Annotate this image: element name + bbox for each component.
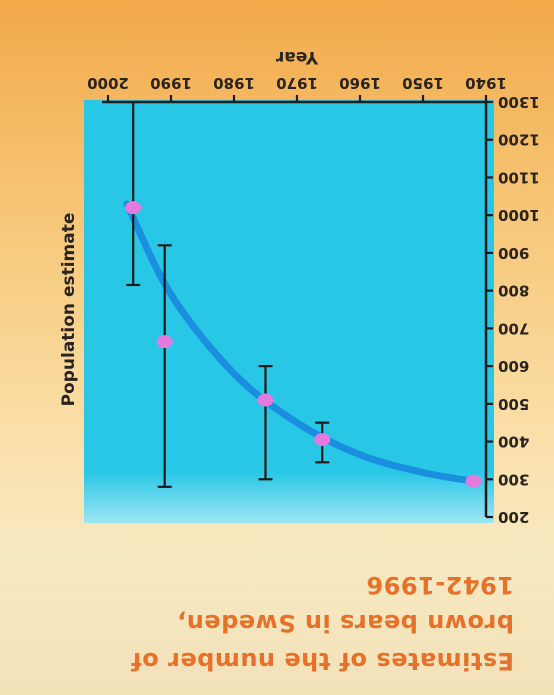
y-tick-label: 700 (498, 319, 529, 337)
x-tick-labels: 1940 1950 1960 1970 1980 1990 2000 (87, 74, 507, 92)
y-tick-labels: 200 300 400 500 600 700 800 900 1000 1100 1200 1300 (498, 93, 540, 526)
y-tick-label: 400 (498, 433, 529, 451)
y-tick-label: 1300 (498, 93, 540, 111)
y-tick-label: 200 (498, 508, 529, 526)
axes (102, 95, 493, 519)
x-tick-label: 1990 (150, 74, 192, 92)
data-point (465, 474, 482, 488)
x-tick-label: 2000 (87, 74, 129, 92)
fitted-curve (123, 200, 477, 485)
y-tick-label: 600 (498, 357, 529, 375)
y-tick-label: 1100 (498, 168, 540, 186)
fitted-curve-line (123, 200, 477, 485)
data-point (156, 335, 173, 349)
y-tick-label: 500 (498, 395, 529, 413)
data-point (257, 393, 274, 407)
data-point (125, 201, 142, 215)
x-tick-label: 1950 (402, 74, 444, 92)
y-tick-label: 900 (498, 244, 529, 262)
y-tick-label: 800 (498, 282, 529, 300)
y-tick-label: 1200 (498, 131, 540, 149)
y-axis-label: Population estimate (59, 213, 79, 407)
y-tick-label: 300 (498, 470, 529, 488)
x-tick-label: 1970 (276, 74, 318, 92)
x-axis-label: Year (275, 47, 319, 67)
x-tick-label: 1940 (465, 74, 507, 92)
y-tick-label: 1000 (498, 206, 540, 224)
data-point (314, 433, 331, 447)
error-bars (126, 100, 330, 488)
data-points (125, 201, 482, 488)
plot-area-highlight (84, 100, 494, 523)
x-tick-label: 1980 (213, 74, 255, 92)
x-tick-label: 1960 (339, 74, 381, 92)
